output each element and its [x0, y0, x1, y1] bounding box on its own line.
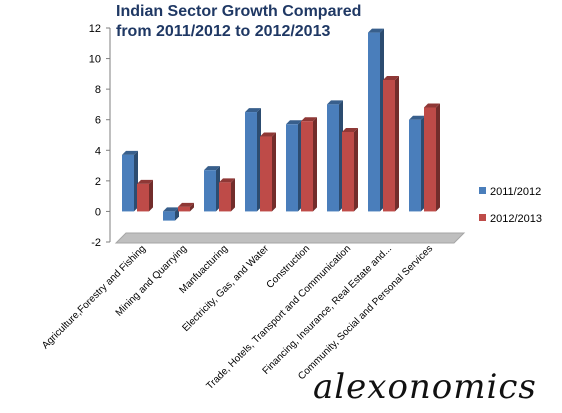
- bar-2012-2013-5: [342, 127, 358, 212]
- y-tick-label: 8: [95, 84, 101, 96]
- bar-2012-2013-6: [383, 75, 399, 212]
- y-tick-label: 0: [95, 206, 101, 218]
- bar-2012-2013-2: [219, 178, 235, 212]
- bar-2011-2012-2: [204, 166, 220, 212]
- chart-title-line-1: Indian Sector Growth Compared: [116, 3, 361, 20]
- chart-floor: [114, 232, 466, 244]
- bar-2012-2013-3: [260, 132, 276, 212]
- bar-2011-2012-4: [286, 120, 302, 212]
- legend: 2011/2012 2012/2013: [479, 186, 542, 225]
- bar-2012-2013-4: [301, 117, 317, 212]
- x-tick-label: Mining and Quarrying: [114, 243, 189, 318]
- legend-label-2013: 2012/2013: [490, 213, 542, 225]
- legend-swatch-2013: [479, 214, 486, 221]
- bar-2011-2012-7: [409, 115, 425, 212]
- bar-2012-2013-1: [178, 202, 194, 212]
- bar-2012-2013-7: [424, 103, 440, 212]
- y-tick-label: 6: [95, 115, 101, 127]
- bar-2011-2012-5: [327, 100, 343, 212]
- bar-2011-2012-3: [245, 108, 261, 212]
- y-tick-label: 12: [89, 23, 101, 35]
- bar-2012-2013-0: [137, 179, 153, 212]
- legend-label-2011: 2011/2012: [490, 186, 541, 198]
- y-tick-label: -2: [91, 237, 101, 249]
- y-tick-label: 10: [89, 54, 101, 66]
- legend-swatch-2011: [479, 187, 486, 194]
- bars: [122, 28, 440, 221]
- bar-2011-2012-1: [163, 207, 179, 221]
- watermark-signature: alexonomics: [313, 367, 537, 407]
- y-tick-label: 2: [95, 176, 101, 188]
- bar-2011-2012-0: [122, 150, 138, 212]
- x-tick-label: Electricity, Gas, and Water: [180, 243, 271, 334]
- bar-2011-2012-6: [368, 28, 384, 212]
- chart-title-line-2: from 2011/2012 to 2012/2013: [116, 23, 330, 40]
- y-tick-label: 4: [95, 145, 101, 157]
- y-axis: -2 0 2 4 6 8 10 12: [89, 23, 111, 249]
